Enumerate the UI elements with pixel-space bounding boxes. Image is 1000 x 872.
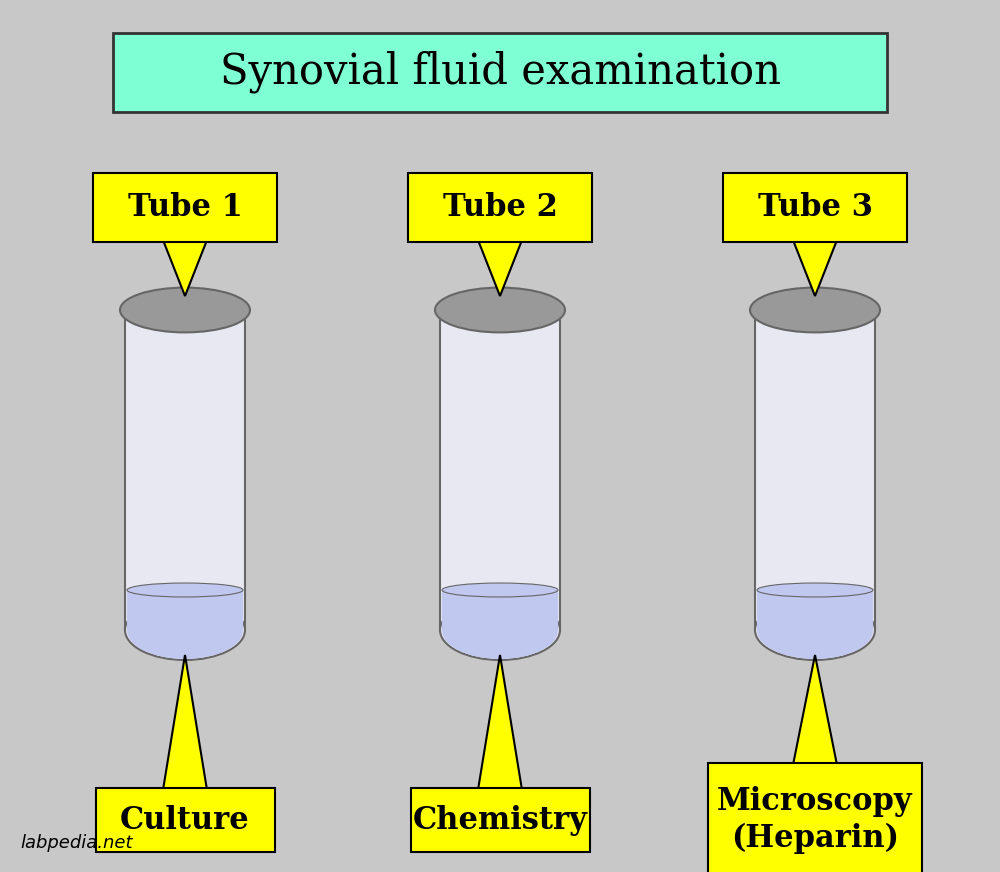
Polygon shape — [478, 240, 522, 296]
Ellipse shape — [755, 600, 875, 660]
Text: Tube 1: Tube 1 — [128, 192, 242, 223]
Text: labpedia.net: labpedia.net — [20, 834, 132, 852]
Ellipse shape — [442, 601, 558, 659]
Ellipse shape — [435, 288, 565, 332]
Ellipse shape — [750, 288, 880, 332]
FancyBboxPatch shape — [127, 590, 243, 630]
Polygon shape — [163, 240, 207, 296]
Polygon shape — [163, 655, 207, 790]
Text: Microscopy
(Heparin): Microscopy (Heparin) — [717, 787, 913, 854]
Ellipse shape — [120, 288, 250, 332]
FancyBboxPatch shape — [96, 788, 274, 852]
FancyBboxPatch shape — [113, 33, 887, 112]
Ellipse shape — [440, 600, 560, 660]
Text: Culture: Culture — [120, 805, 250, 835]
Ellipse shape — [442, 583, 558, 597]
Ellipse shape — [757, 583, 873, 597]
Ellipse shape — [127, 583, 243, 597]
FancyBboxPatch shape — [440, 310, 560, 630]
FancyBboxPatch shape — [408, 173, 592, 242]
FancyBboxPatch shape — [411, 788, 590, 852]
Text: Chemistry: Chemistry — [413, 805, 587, 835]
Text: Tube 3: Tube 3 — [758, 192, 872, 223]
Text: Synovial fluid examination: Synovial fluid examination — [220, 51, 780, 93]
FancyBboxPatch shape — [708, 763, 922, 872]
FancyBboxPatch shape — [755, 310, 875, 630]
Ellipse shape — [127, 601, 243, 659]
FancyBboxPatch shape — [723, 173, 907, 242]
Polygon shape — [478, 655, 522, 790]
FancyBboxPatch shape — [442, 590, 558, 630]
FancyBboxPatch shape — [757, 590, 873, 630]
Polygon shape — [793, 240, 837, 296]
Ellipse shape — [125, 600, 245, 660]
Ellipse shape — [757, 601, 873, 659]
FancyBboxPatch shape — [125, 310, 245, 630]
FancyBboxPatch shape — [93, 173, 277, 242]
Text: Tube 2: Tube 2 — [443, 192, 557, 223]
Polygon shape — [793, 655, 837, 765]
